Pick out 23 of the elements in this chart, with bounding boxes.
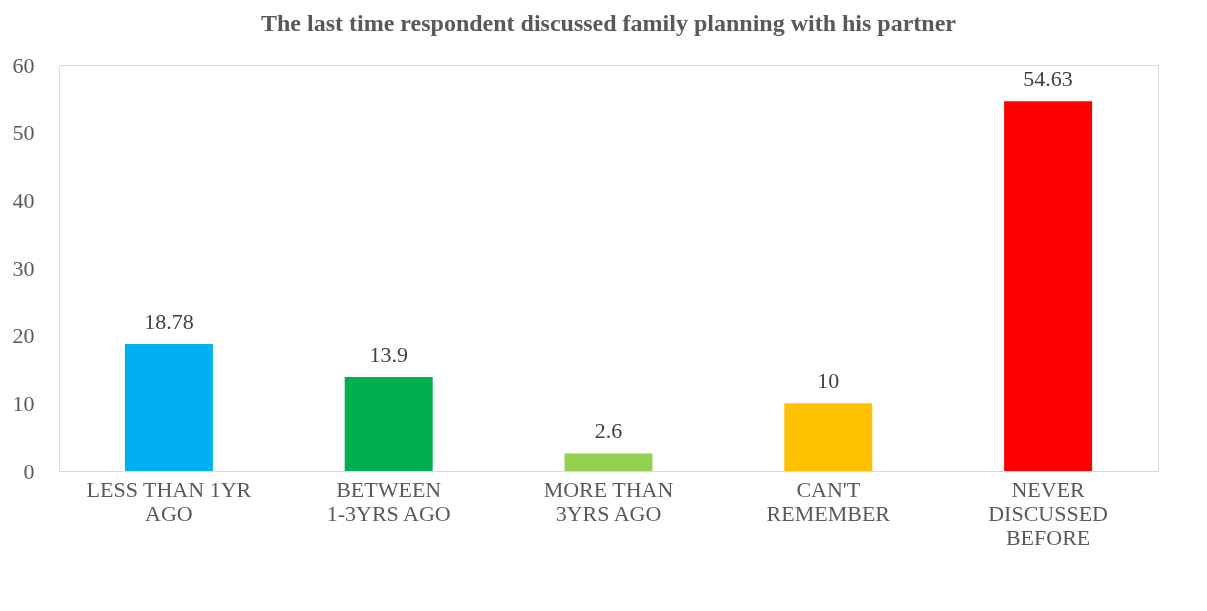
data-label: 13.9: [369, 341, 408, 367]
y-tick-label: 60: [12, 52, 35, 78]
y-tick-label: 40: [12, 187, 35, 213]
y-tick-label: 50: [12, 120, 35, 146]
bar: [1004, 101, 1093, 471]
y-tick-label: 20: [12, 323, 35, 349]
x-tick-label: NEVER DISCUSSED BEFORE: [988, 476, 1109, 550]
data-label: 2.6: [594, 418, 623, 444]
data-label: 10: [817, 368, 840, 394]
bar: [124, 343, 213, 471]
y-tick-label: 30: [12, 255, 35, 281]
chart-title: The last time respondent discussed family planning with his partner: [261, 10, 957, 36]
bar: [344, 376, 433, 471]
data-label: 54.63: [1023, 66, 1073, 92]
bar: [784, 403, 873, 471]
y-tick-label: 0: [23, 458, 35, 484]
data-label: 18.78: [144, 308, 194, 334]
bar: [564, 453, 653, 471]
x-tick-label: CAN'T REMEMBER: [766, 476, 891, 526]
x-tick-label: LESS THAN 1YR AGO: [86, 476, 252, 526]
y-tick-label: 10: [12, 390, 35, 416]
x-tick-label: BETWEEN 1-3YRS AGO: [326, 476, 451, 526]
x-tick-label: MORE THAN 3YRS AGO: [543, 476, 674, 526]
